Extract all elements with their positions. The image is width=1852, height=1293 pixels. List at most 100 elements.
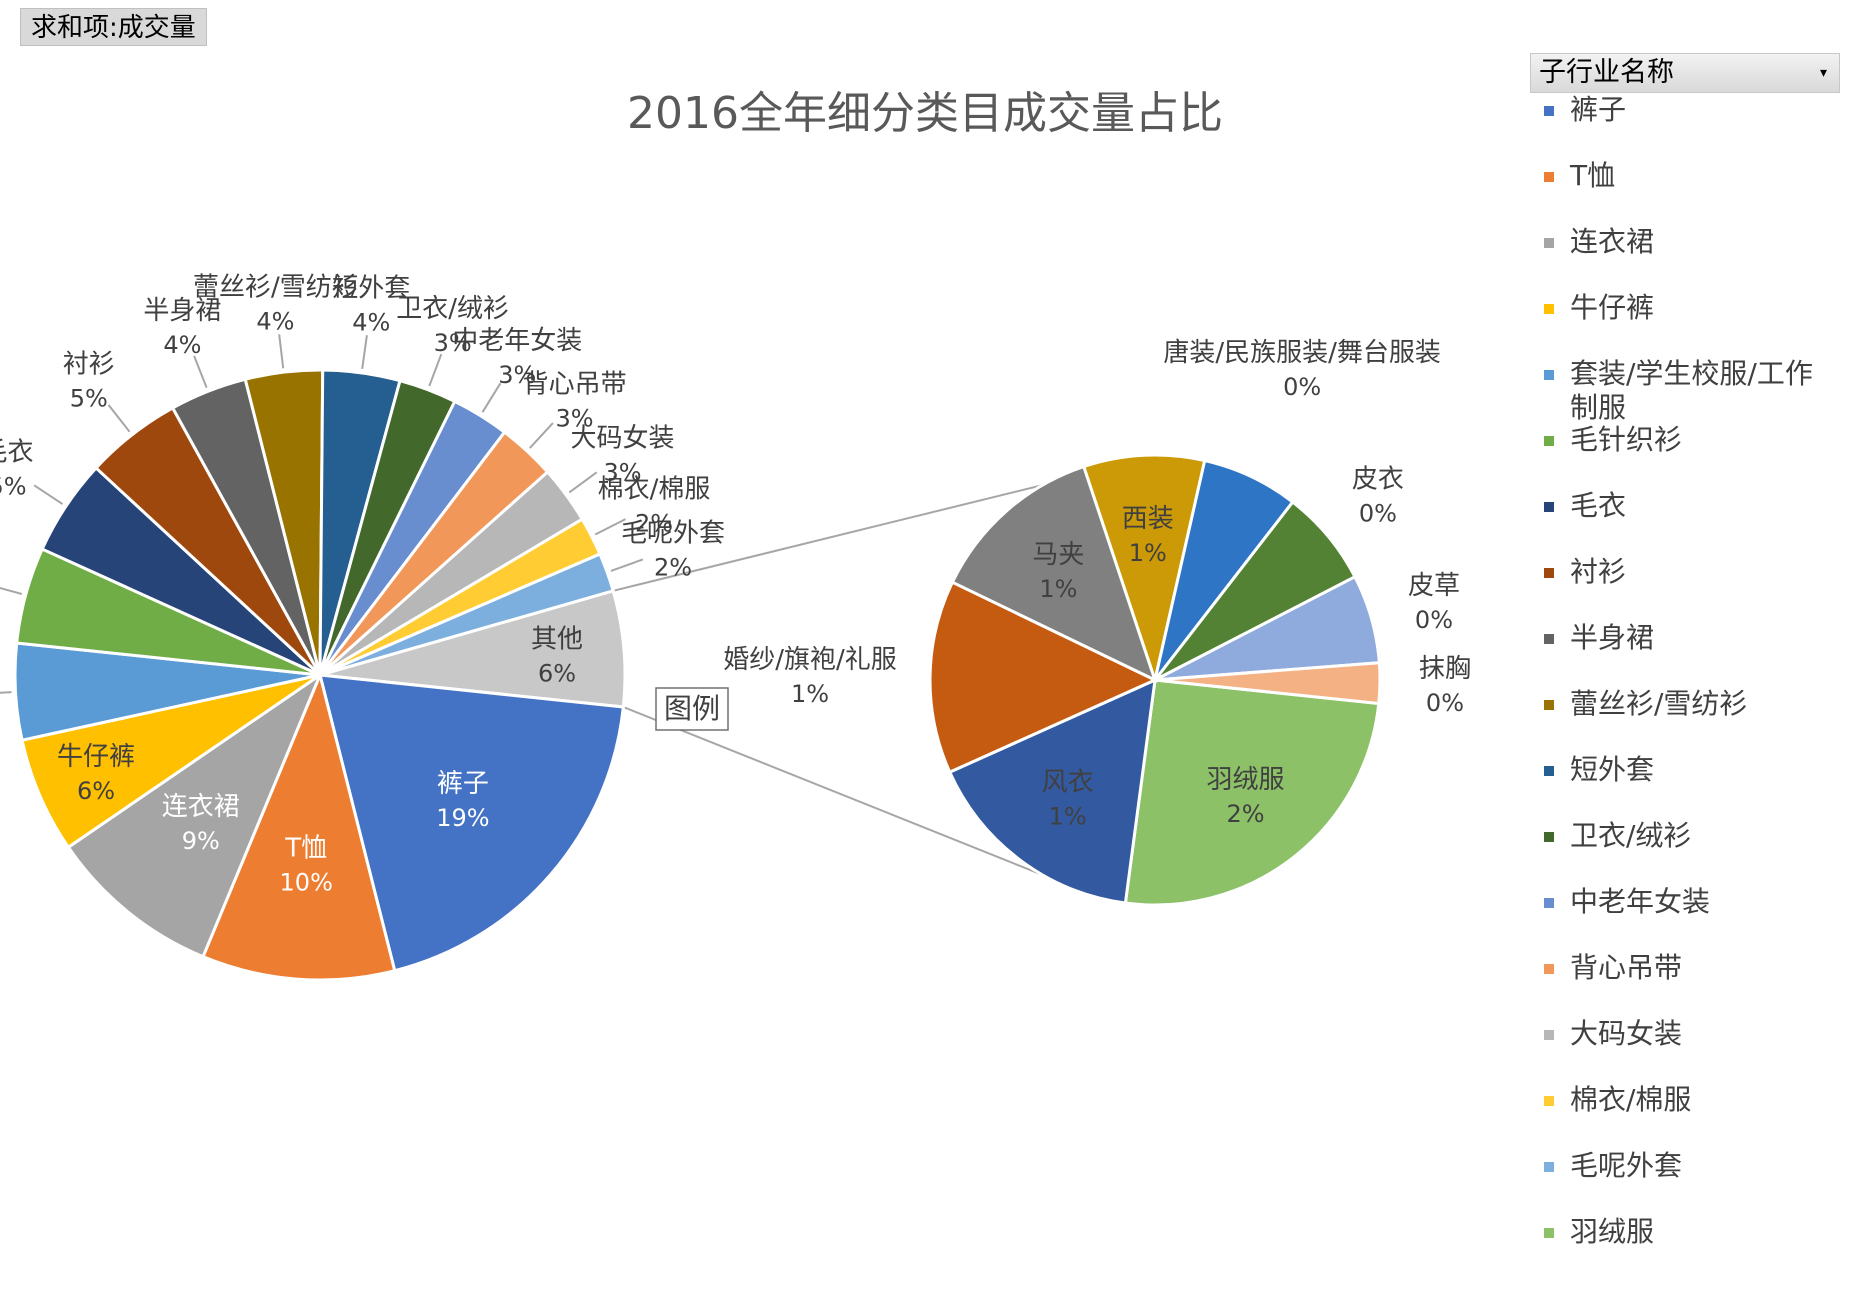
legend-swatch <box>1544 304 1554 314</box>
legend-swatch <box>1544 568 1554 578</box>
secondary-label-1: 风衣 1% <box>1042 767 1094 830</box>
legend-label: 半身裙 <box>1570 621 1655 654</box>
primary-label-9: 半身裙 4% <box>143 296 221 359</box>
primary-label-17: 毛呢外套 2% <box>621 519 725 582</box>
primary-label-0: 其他 6% <box>531 624 583 687</box>
secondary-label-6: 皮衣 0% <box>1352 464 1404 527</box>
primary-slice-2 <box>201 670 397 982</box>
primary-label-3: 连衣裙 9% <box>162 792 240 855</box>
legend-swatch <box>1544 370 1554 380</box>
legend-swatch <box>1544 832 1554 842</box>
legend-swatch <box>1544 238 1554 248</box>
primary-leader-10 <box>278 334 285 369</box>
primary-label-14: 背心吊带 3% <box>523 370 627 433</box>
primary-label-10: 蕾丝衫/雪纺衫 4% <box>193 273 358 336</box>
secondary-label-0: 羽绒服 2% <box>1206 765 1284 828</box>
legend-label: 连衣裙 <box>1570 225 1655 258</box>
secondary-slice-0 <box>1123 678 1381 907</box>
legend-label: 毛衣 <box>1570 489 1627 522</box>
legend-swatch <box>1544 1228 1554 1238</box>
legend-swatch <box>1544 436 1554 446</box>
primary-leader-6 <box>0 586 23 595</box>
legend-label: T恤 <box>1570 159 1616 192</box>
legend-swatch <box>1544 1096 1554 1106</box>
secondary-label-7: 皮草 0% <box>1408 571 1460 634</box>
secondary-label-3: 马夹 1% <box>1032 540 1084 603</box>
primary-label-7: 毛衣5% <box>0 438 34 501</box>
legend-filter-dropdown[interactable]: 子行业名称 ▾ <box>1530 53 1840 93</box>
primary-leader-5 <box>0 691 12 694</box>
secondary-slice-2 <box>928 580 1159 775</box>
field-button-sum-volume[interactable]: 求和项:成交量 <box>20 8 207 46</box>
primary-label-12: 卫衣/绒衫 3% <box>396 294 509 357</box>
connector-lines <box>612 484 1043 876</box>
secondary-label-4: 西装 1% <box>1122 504 1174 567</box>
legend-label: 背心吊带 <box>1570 951 1683 984</box>
secondary-label-8: 抹胸 0% <box>1419 654 1471 717</box>
legend-label: 大码女装 <box>1570 1017 1683 1050</box>
legend-swatch <box>1544 700 1554 710</box>
legend-swatch <box>1544 898 1554 908</box>
primary-leader-17 <box>610 558 644 572</box>
primary-slice-4 <box>20 673 321 850</box>
legend-tooltip-text: 图例 <box>664 692 720 725</box>
primary-leader-11 <box>361 335 368 370</box>
legend-swatch <box>1544 1030 1554 1040</box>
legend-label: 毛针织衫 <box>1570 423 1683 456</box>
secondary-slice-4 <box>1081 453 1207 686</box>
primary-label-16: 棉衣/棉服 2% <box>598 475 711 538</box>
legend-swatch <box>1544 964 1554 974</box>
legend-items: 裤子 T恤连衣裙牛仔裤套装/学生校服/工作制服 毛针织衫毛衣衬衫半身裙蕾丝衫/雪纺衫… <box>1530 93 1840 1293</box>
legend-tooltip: 图例 <box>655 687 729 731</box>
secondary-label-5: 唐装/民族服装/舞台服装 0% <box>1163 338 1441 401</box>
primary-leader-7 <box>33 484 64 505</box>
primary-slice-17 <box>319 552 616 677</box>
secondary-label-2: 婚纱/旗袍/礼服 1% <box>723 645 897 708</box>
primary-label-15: 大码女装 3% <box>571 423 675 486</box>
secondary-pie-labels: 羽绒服 2% 风衣 1% 婚纱/旗袍/礼服 1% 马夹 1% 西装 1% 唐装/民族服装/舞台服装 0… <box>723 338 1471 830</box>
primary-label-13: 中老年女装 3% <box>452 326 582 389</box>
primary-leader-9 <box>193 355 208 388</box>
legend-label: 卫衣/绒衫 <box>1570 819 1692 852</box>
primary-leader-8 <box>107 404 131 433</box>
legend: 子行业名称 ▾ 裤子 T恤连衣裙牛仔裤套装/学生校服/工作制服 毛针织衫毛衣衬衫半身… <box>1530 53 1840 1293</box>
legend-label: 羽绒服 <box>1570 1215 1655 1248</box>
legend-label: 套装/学生校服/工作制服 <box>1570 357 1813 424</box>
primary-leader-15 <box>568 471 598 494</box>
primary-label-11: 短外套 4% <box>332 274 410 337</box>
primary-leader-13 <box>481 382 502 413</box>
legend-label: 棉衣/棉服 <box>1570 1083 1692 1116</box>
primary-slice-0 <box>319 588 627 709</box>
legend-label: 牛仔裤 <box>1570 291 1655 324</box>
legend-swatch <box>1544 172 1554 182</box>
secondary-pie <box>928 453 1382 907</box>
legend-filter-label: 子行业名称 <box>1539 57 1674 88</box>
legend-swatch <box>1544 766 1554 776</box>
primary-leader-14 <box>529 422 554 449</box>
connector-line-0 <box>612 484 1043 592</box>
primary-slice-3 <box>66 670 324 959</box>
primary-leader-16 <box>594 518 626 536</box>
legend-swatch <box>1544 106 1554 116</box>
legend-swatch <box>1544 1162 1554 1172</box>
legend-label: 毛呢外套 <box>1570 1149 1683 1182</box>
primary-label-2: T恤 10% <box>280 834 333 897</box>
legend-swatch <box>1544 502 1554 512</box>
pie-of-pie-chart: 2016全年细分类目成交量占比 其他 6% 裤子 19% T恤 10% 连衣裙 9% 牛仔裤 6%… <box>0 88 1471 982</box>
primary-pie-labels: 其他6%裤子19%T恤10%连衣裙9%牛仔裤6%套装/学生校服/工作制服5%毛针… <box>0 273 725 897</box>
legend-swatch <box>1544 634 1554 644</box>
legend-label: 中老年女装 <box>1570 885 1711 918</box>
chevron-down-icon[interactable]: ▾ <box>1819 65 1827 81</box>
primary-label-8: 衬衫 5% <box>63 350 115 413</box>
legend-label: 裤子 <box>1570 93 1627 126</box>
primary-label-4: 牛仔裤 6% <box>57 742 135 805</box>
primary-label-1: 裤子 19% <box>436 769 489 832</box>
primary-pie <box>13 368 627 982</box>
legend-label: 衬衫 <box>1570 555 1627 588</box>
primary-slice-1 <box>318 673 625 973</box>
secondary-slice-8 <box>1154 661 1382 706</box>
connector-line-1 <box>622 706 1043 876</box>
secondary-slice-1 <box>947 677 1157 905</box>
legend-label: 蕾丝衫/雪纺衫 <box>1570 687 1748 720</box>
secondary-slice-3 <box>950 464 1158 683</box>
